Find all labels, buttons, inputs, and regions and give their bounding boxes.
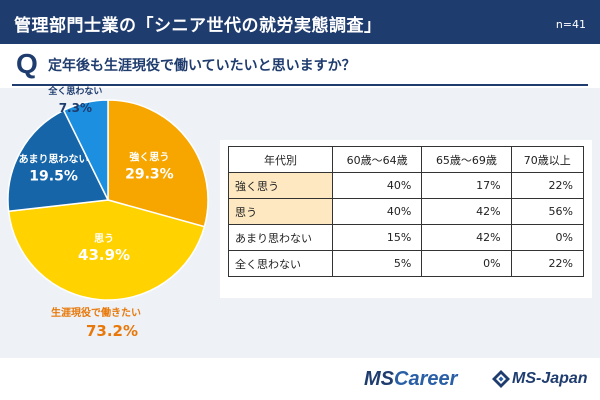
table-row: 強く思う 40% 17% 22% [228,172,585,199]
question-text: 定年後も生涯現役で働いていたいと思いますか？ [48,58,356,74]
slice-label: あまり思わない [19,152,89,165]
row-label: あまり思わない [228,224,333,251]
column-header: 65歳～69歳 [421,146,512,173]
mscareer-logo-ms: MS [364,368,394,390]
table-cell: 40% [331,172,423,199]
slice-label: 全く思わない [47,85,102,97]
slice-label: 思う [94,233,114,245]
table-row: あまり思わない 15% 42% 0% [228,224,585,251]
summary-value: 73.2% [86,322,138,340]
question-divider [12,84,588,86]
table-cell: 0% [421,250,512,277]
table-row: 全く思わない 5% 0% 22% [228,250,585,277]
slice-value-label: 29.3% [125,167,174,183]
age-breakdown-table-box: 年代別 60歳～64歳 65歳～69歳 70歳以上 強く思う 40% 17% 2… [220,140,592,298]
table-cell: 0% [510,224,585,251]
row-label: 強く思う [228,172,333,199]
msjapan-logo: MS-Japan [492,368,588,390]
age-breakdown-table: 年代別 60歳～64歳 65歳～69歳 70歳以上 強く思う 40% 17% 2… [228,146,585,277]
header-bar: 管理部門士業の「シニア世代の就労実態調査」 n=41 [0,0,600,44]
table-header-row: 年代別 60歳～64歳 65歳～69歳 70歳以上 [228,146,585,173]
slice-value-label: 7.3% [59,101,92,115]
summary-label: 生涯現役で働きたい [51,306,141,319]
msjapan-logo-mark-icon [492,369,510,388]
column-header: 年代別 [228,146,333,173]
row-label: 全く思わない [228,250,333,277]
pie-slice [7,199,206,301]
table-cell: 17% [421,172,512,199]
slice-label: 強く思う [129,151,169,164]
question-mark-label: Q [16,48,38,79]
pie-slice [62,99,109,201]
table-cell: 5% [331,250,423,277]
msjapan-logo-text: MS-Japan [512,369,588,387]
pie-slice [7,109,110,213]
pie-slice [107,99,209,228]
mscareer-logo: MSCareer [364,368,457,391]
row-label: 思う [228,198,333,225]
slice-value-label: 43.9% [78,246,130,264]
mscareer-logo-career: Career [394,368,458,390]
table-cell: 42% [421,198,512,225]
table-cell: 56% [510,198,585,225]
table-row: 思う 40% 42% 56% [228,198,585,225]
sample-size: n=41 [555,18,586,31]
table-cell: 22% [510,250,585,277]
column-header: 60歳～64歳 [331,146,423,173]
table-cell: 40% [331,198,423,225]
column-header: 70歳以上 [510,146,585,173]
table-cell: 42% [421,224,512,251]
table-cell: 22% [510,172,585,199]
slice-value-label: 19.5% [29,168,78,184]
footer: MSCareer MS-Japan [0,358,600,400]
table-cell: 15% [331,224,423,251]
survey-title: 管理部門士業の「シニア世代の就労実態調査」 [14,16,382,36]
